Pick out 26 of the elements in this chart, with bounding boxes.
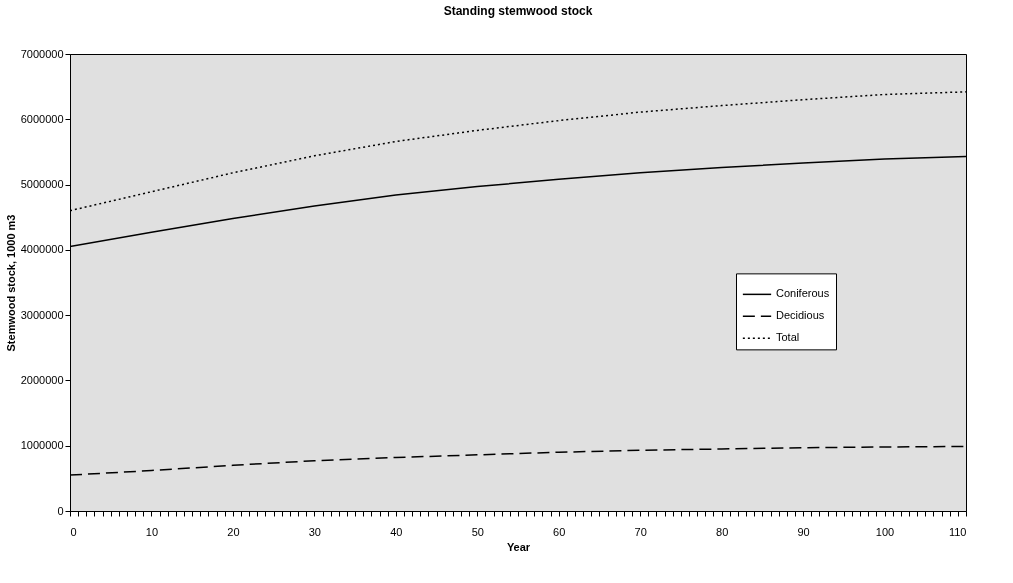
y-axis-title: Stemwood stock, 1000 m3 [4, 214, 17, 352]
x-tick-label: 20 [227, 525, 240, 538]
x-tick-label: 10 [145, 525, 159, 538]
legend-label: Total [776, 331, 800, 344]
y-tick-label: 1000000 [20, 439, 64, 452]
x-tick-label: 70 [634, 525, 647, 538]
x-tick-label: 50 [471, 525, 484, 538]
y-tick-label: 6000000 [20, 112, 64, 125]
x-tick-label: 0 [70, 525, 77, 538]
x-tick-label: 60 [553, 525, 566, 538]
legend-label: Coniferous [776, 287, 830, 300]
x-tick-label: 30 [308, 525, 321, 538]
y-tick-label: 4000000 [20, 243, 64, 256]
y-tick-label: 5000000 [20, 178, 64, 191]
x-tick-label: 110 [948, 525, 967, 538]
x-tick-label: 90 [797, 525, 810, 538]
x-tick-label: 40 [390, 525, 403, 538]
y-tick-label: 3000000 [20, 308, 64, 321]
x-tick-label: 100 [875, 525, 895, 538]
legend-label: Decidious [776, 309, 825, 322]
y-tick-label: 2000000 [20, 373, 64, 386]
x-tick-label: 80 [716, 525, 729, 538]
y-tick-label: 7000000 [20, 47, 64, 60]
y-tick-label: 0 [57, 504, 64, 517]
chart-title: Standing stemwood stock [443, 4, 593, 18]
x-axis-title: Year [506, 540, 531, 553]
